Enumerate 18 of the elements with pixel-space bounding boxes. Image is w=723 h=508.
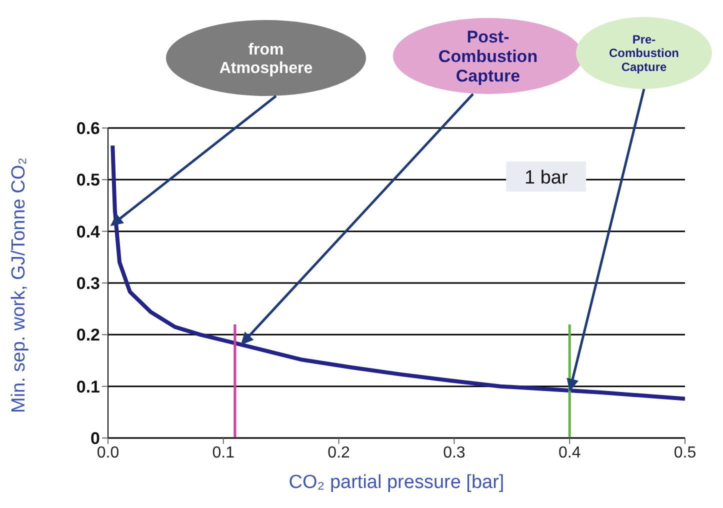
x-tick-label: 0.5: [674, 444, 696, 462]
x-tick-label: 0.4: [558, 444, 581, 462]
y-tick-label: 0.3: [76, 274, 100, 294]
x-axis-title: CO₂ partial pressure [bar]: [288, 472, 504, 493]
line-series: [110, 144, 685, 401]
x-tick-label: 0.2: [328, 444, 350, 462]
y-tick-label: 0.1: [76, 377, 100, 396]
annotation: from Atmosphere: [219, 41, 313, 77]
annotation: 1 bar: [524, 168, 568, 189]
y-axis-title: Min. sep. work, GJ/Tonne CO₂: [8, 157, 30, 413]
x-tick-label: 0.3: [443, 444, 466, 462]
x-tick-label: 0.1: [212, 444, 235, 462]
annotation: Pre-Combustion Capture: [609, 32, 679, 74]
y-tick-label: 0.4: [76, 222, 101, 242]
annotation: Post-Combustion Capture: [438, 27, 538, 86]
y-tick-label: 0.2: [76, 326, 100, 345]
y-tick-label: 0.6: [76, 119, 100, 138]
y-tick-label: 0.5: [76, 170, 100, 190]
